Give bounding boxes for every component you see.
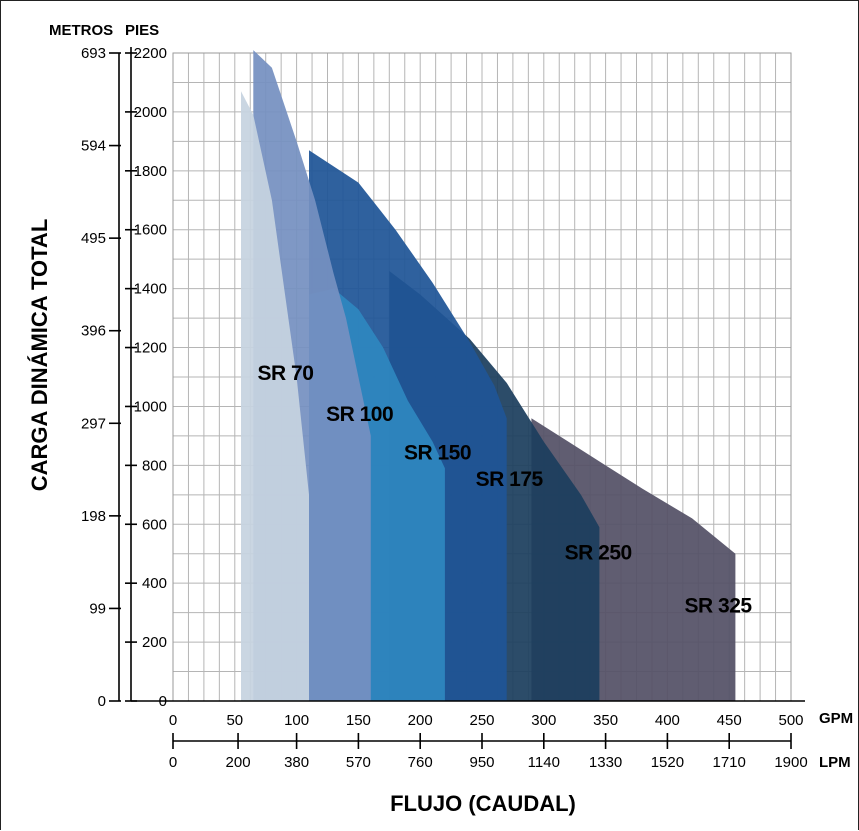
y-tick-label-pies: 2200 <box>134 45 167 62</box>
x-axis-title: FLUJO (CAUDAL) <box>390 791 576 816</box>
x-tick-label-lpm: 380 <box>284 754 309 771</box>
series-label-sr-175: SR 175 <box>476 468 544 491</box>
x-tick-label-gpm: 0 <box>169 712 177 729</box>
x-tick-label-lpm: 0 <box>169 754 177 771</box>
y-axis-title: CARGA DINÁMICA TOTAL <box>27 219 52 492</box>
y-tick-label-pies: 600 <box>142 516 167 533</box>
y-tick-label-pies: 2000 <box>134 104 167 121</box>
y-tick-label-metros: 495 <box>81 230 106 247</box>
x-tick-label-gpm: 500 <box>778 712 803 729</box>
series-label-sr-250: SR 250 <box>565 542 632 565</box>
x-tick-label-lpm: 200 <box>226 754 251 771</box>
y-tick-label-pies: 200 <box>142 634 167 651</box>
y-unit-pies-label: PIES <box>125 22 159 39</box>
x-unit-gpm-label: GPM <box>819 710 853 727</box>
y-tick-label-pies: 800 <box>142 457 167 474</box>
x-tick-label-lpm: 1520 <box>651 754 684 771</box>
x-tick-label-lpm: 1710 <box>713 754 746 771</box>
y-tick-label-pies: 400 <box>142 575 167 592</box>
x-tick-label-gpm: 400 <box>655 712 680 729</box>
y-tick-label-pies: 1400 <box>134 281 167 298</box>
y-tick-label-metros: 396 <box>81 323 106 340</box>
x-tick-label-gpm: 150 <box>346 712 371 729</box>
y-tick-label-metros: 99 <box>89 600 106 617</box>
y-tick-label-pies: 0 <box>159 693 167 710</box>
x-tick-label-lpm: 1900 <box>774 754 807 771</box>
x-tick-label-lpm: 570 <box>346 754 371 771</box>
x-tick-label-gpm: 100 <box>284 712 309 729</box>
y-tick-label-pies: 1200 <box>134 340 167 357</box>
y-tick-label-metros: 297 <box>81 415 106 432</box>
x-tick-label-lpm: 1140 <box>528 754 560 771</box>
y-tick-label-pies: 1600 <box>134 222 167 239</box>
y-tick-label-metros: 198 <box>81 508 106 525</box>
series-label-sr-100: SR 100 <box>326 403 393 426</box>
y-tick-label-metros: 594 <box>81 138 106 155</box>
y-unit-metros-label: METROS <box>49 22 113 39</box>
series-areas <box>241 50 736 702</box>
axes: 0 50 100 150 200 250 300 350 400 450 500 0 200 380 570… <box>81 45 808 771</box>
x-tick-label-lpm: 760 <box>408 754 433 771</box>
y-tick-label-metros: 0 <box>98 693 106 710</box>
x-tick-label-gpm: 350 <box>593 712 618 729</box>
x-tick-label-lpm: 1330 <box>589 754 622 771</box>
x-tick-label-gpm: 450 <box>717 712 742 729</box>
series-label-sr-150: SR 150 <box>404 441 471 464</box>
x-tick-label-gpm: 300 <box>531 712 556 729</box>
x-tick-label-gpm: 50 <box>226 712 243 729</box>
x-tick-label-gpm: 250 <box>469 712 494 729</box>
y-tick-label-pies: 1000 <box>134 398 167 415</box>
x-unit-lpm-label: LPM <box>819 754 851 771</box>
x-tick-label-gpm: 200 <box>408 712 433 729</box>
series-label-sr-325: SR 325 <box>685 595 753 618</box>
area-sr-70 <box>241 91 309 702</box>
y-tick-label-metros: 693 <box>81 45 106 62</box>
series-label-sr-70: SR 70 <box>258 362 314 385</box>
x-tick-label-lpm: 950 <box>469 754 494 771</box>
y-tick-label-pies: 1800 <box>134 163 167 180</box>
